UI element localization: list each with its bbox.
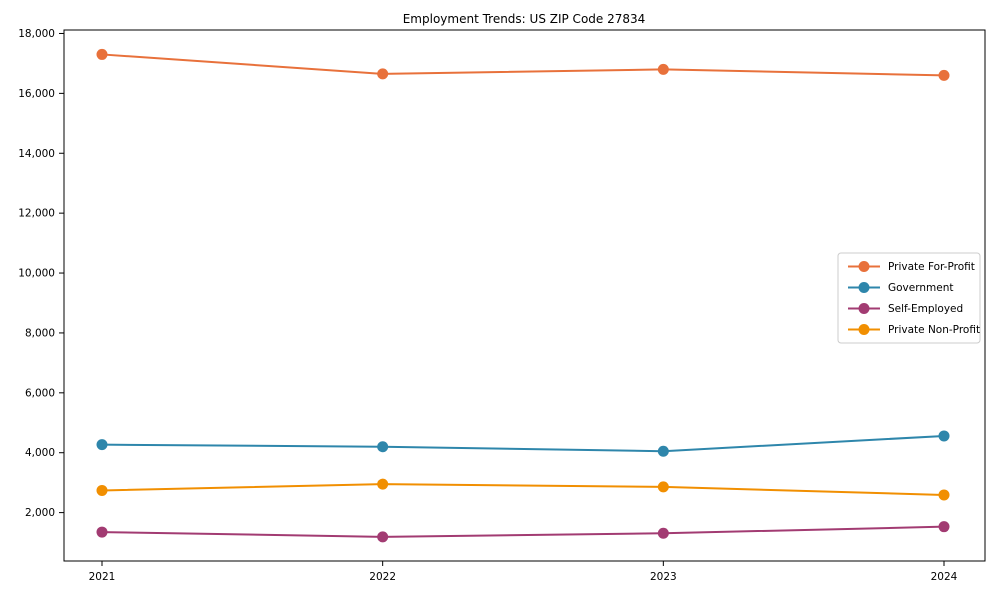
data-point-private-non-profit-2023 [657,481,669,493]
y-tick-label: 12,000 [18,208,55,220]
x-tick-label: 2023 [650,571,677,583]
plot-border [63,29,986,562]
chart-title: Employment Trends: US ZIP Code 27834 [403,12,646,26]
y-tick-label: 10,000 [18,268,55,280]
data-point-government-2021 [96,439,108,451]
legend-marker-government [858,282,870,293]
legend: Private For-Profit Government Self-Employe… [837,252,981,344]
data-point-private-for-profit-2021 [96,48,108,60]
data-point-private-non-profit-2024 [938,489,950,501]
legend-label-self-employed: Self-Employed [888,303,963,315]
plot-layer: 2,000 4,000 6,000 8,000 10,000 12,000 14,000 16… [18,28,986,583]
data-point-private-for-profit-2022 [377,68,389,80]
y-tick-label: 4,000 [25,447,55,459]
x-tick-label: 2021 [89,571,116,583]
legend-label-private-non-profit: Private Non-Profit [888,324,980,336]
y-tick-label: 14,000 [18,148,55,160]
data-point-private-for-profit-2024 [938,69,950,81]
legend-box [837,252,981,344]
data-point-private-non-profit-2022 [377,478,389,490]
y-tick-label: 16,000 [18,88,55,100]
series-line-government [101,434,945,453]
data-point-self-employed-2023 [657,527,669,539]
y-tick-label: 2,000 [25,507,55,519]
series-line-private-for-profit [101,53,945,77]
legend-label-government: Government [888,282,953,294]
legend-marker-private-non-profit [858,324,870,335]
data-point-government-2023 [657,445,669,457]
y-tick-label: 8,000 [25,327,55,339]
x-tick-label: 2024 [931,571,958,583]
data-point-private-for-profit-2023 [657,63,669,75]
series-line-self-employed [101,525,945,538]
data-point-government-2022 [377,441,389,453]
data-point-self-employed-2024 [938,521,950,533]
legend-label-private-for-profit: Private For-Profit [888,261,975,273]
y-tick-label: 6,000 [25,387,55,399]
data-point-government-2024 [938,430,950,442]
data-point-private-non-profit-2021 [96,484,108,496]
y-tick-label: 18,000 [18,28,55,40]
x-tick-label: 2022 [369,571,396,583]
series-line-private-non-profit [101,483,945,496]
data-point-self-employed-2022 [377,531,389,543]
legend-marker-private-for-profit [858,261,870,272]
data-point-self-employed-2021 [96,526,108,538]
legend-marker-self-employed [858,303,870,314]
